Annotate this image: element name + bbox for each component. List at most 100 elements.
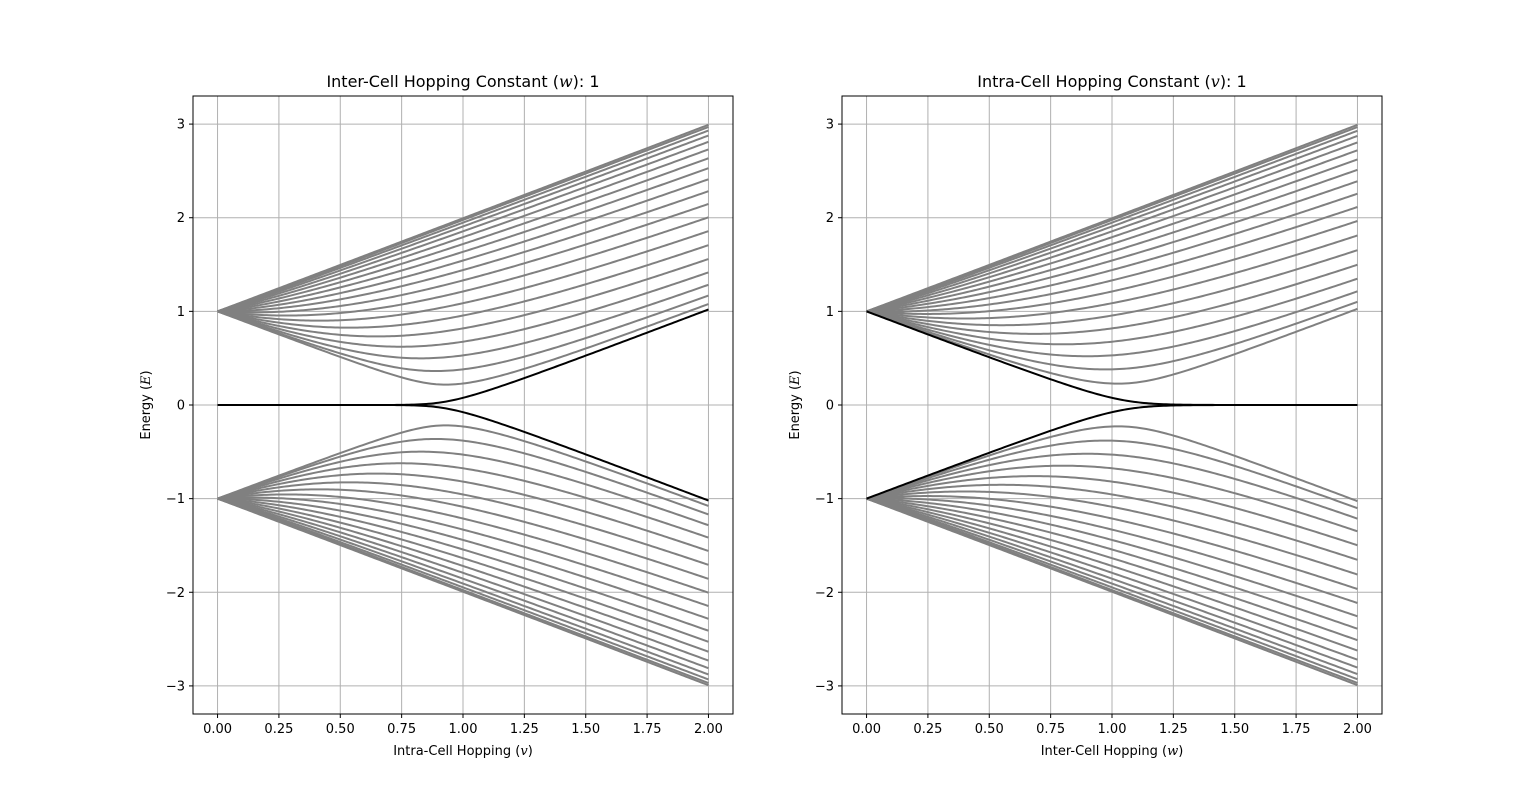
bulk-band-line — [866, 464, 1358, 533]
y-tick-label: 2 — [177, 211, 185, 226]
x-tick-label: 1.25 — [510, 722, 539, 737]
bulk-band-line — [217, 167, 709, 313]
bulk-band-line — [217, 497, 709, 643]
chart-title: Inter-Cell Hopping Constant (w): 1 — [326, 72, 599, 91]
bulk-band-line — [866, 134, 1358, 313]
bulk-band-line — [866, 180, 1358, 313]
bulk-band-line — [217, 497, 709, 632]
x-tick-label: 1.50 — [571, 722, 600, 737]
x-tick-label: 0.00 — [852, 722, 881, 737]
bulk-band-line — [217, 497, 709, 676]
bulk-band-line — [217, 488, 709, 580]
bulk-band-line — [866, 497, 1358, 661]
y-tick-label: −1 — [166, 492, 185, 507]
bulk-band-line — [217, 258, 709, 338]
y-axis-label: Energy (E) — [788, 370, 803, 439]
bulk-band-line — [217, 437, 709, 516]
bulk-band-line — [217, 134, 709, 313]
x-tick-label: 0.25 — [264, 722, 293, 737]
bulk-band-line — [217, 450, 709, 527]
bulk-band-line — [866, 300, 1358, 371]
bulk-band-line — [217, 123, 709, 313]
bulk-band-line — [866, 439, 1358, 510]
y-tick-label: 3 — [177, 118, 185, 133]
bulk-band-line — [866, 483, 1358, 561]
bulk-band-line — [217, 178, 709, 313]
x-tick-label: 1.00 — [449, 722, 478, 737]
bulk-band-line — [217, 496, 709, 607]
x-axis-label: Intra-Cell Hopping (v) — [393, 744, 533, 759]
y-tick-label: 3 — [826, 118, 834, 133]
bulk-band-line — [866, 497, 1358, 604]
bulk-band-line — [866, 234, 1358, 320]
bulk-band-line — [217, 493, 709, 594]
bulk-band-line — [217, 497, 709, 662]
y-tick-label: −3 — [166, 679, 185, 694]
bulk-band-line — [217, 497, 709, 620]
bulk-band-line — [217, 230, 709, 322]
bulk-band-line — [217, 148, 709, 313]
y-tick-label: −2 — [815, 586, 834, 601]
bulk-band-line — [217, 462, 709, 539]
bulk-band-line — [866, 129, 1358, 313]
y-tick-label: −3 — [815, 679, 834, 694]
y-tick-label: 1 — [177, 305, 185, 320]
x-tick-label: 1.50 — [1220, 722, 1249, 737]
bulk-band-line — [866, 497, 1358, 681]
y-tick-label: 1 — [826, 305, 834, 320]
bulk-band-line — [866, 490, 1358, 576]
bulk-band-line — [217, 283, 709, 360]
edge-state-line — [866, 310, 1358, 406]
bulk-band-line — [866, 425, 1358, 503]
bulk-band-line — [217, 203, 709, 314]
bulk-band-line — [866, 141, 1358, 313]
chart-title: Intra-Cell Hopping Constant (v): 1 — [977, 72, 1246, 91]
bulk-band-line — [866, 263, 1358, 335]
x-tick-label: 2.00 — [1343, 722, 1372, 737]
bulk-band-line — [217, 271, 709, 348]
x-tick-label: 0.50 — [326, 722, 355, 737]
bulk-band-line — [866, 168, 1358, 313]
bulk-band-line — [866, 497, 1358, 684]
series-group — [217, 123, 709, 687]
bulk-band-line — [866, 495, 1358, 590]
y-tick-label: 0 — [826, 399, 834, 414]
x-tick-label: 0.75 — [387, 722, 416, 737]
bulk-band-line — [217, 303, 709, 386]
bulk-band-line — [866, 497, 1358, 669]
x-tick-label: 1.75 — [633, 722, 662, 737]
bulk-band-line — [866, 497, 1358, 642]
y-tick-label: −2 — [166, 586, 185, 601]
chart-panel-1: 0.00 0.25 0.50 0.75 1.00 1.25 1.50 1.75 2.00 −3 −2… — [139, 72, 734, 759]
bulk-band-line — [217, 244, 709, 329]
y-tick-label: −1 — [815, 492, 834, 507]
bulk-band-line — [217, 140, 709, 313]
bulk-band-line — [217, 497, 709, 681]
x-tick-label: 2.00 — [694, 722, 723, 737]
bulk-band-line — [217, 216, 709, 317]
x-tick-label: 1.25 — [1159, 722, 1188, 737]
bulk-band-line — [866, 249, 1358, 327]
edge-state-line — [217, 308, 709, 406]
bulk-band-line — [217, 472, 709, 552]
x-tick-label: 0.50 — [975, 722, 1004, 737]
x-tick-label: 1.75 — [1282, 722, 1311, 737]
bulk-band-line — [866, 307, 1358, 385]
bulk-band-line — [217, 129, 709, 313]
x-tick-label: 0.25 — [913, 722, 942, 737]
bulk-band-line — [866, 497, 1358, 676]
bulk-band-line — [866, 206, 1358, 313]
bulk-band-line — [217, 294, 709, 373]
bulk-band-line — [866, 452, 1358, 520]
bulk-band-line — [217, 190, 709, 313]
bulk-band-line — [217, 424, 709, 507]
x-tick-label: 0.00 — [203, 722, 232, 737]
bulk-band-line — [866, 497, 1358, 630]
bulk-band-line — [217, 497, 709, 684]
bulk-band-line — [217, 497, 709, 670]
bulk-band-line — [866, 158, 1358, 313]
bulk-band-line — [866, 497, 1358, 652]
bulk-band-line — [866, 290, 1358, 358]
y-tick-label: 2 — [826, 211, 834, 226]
